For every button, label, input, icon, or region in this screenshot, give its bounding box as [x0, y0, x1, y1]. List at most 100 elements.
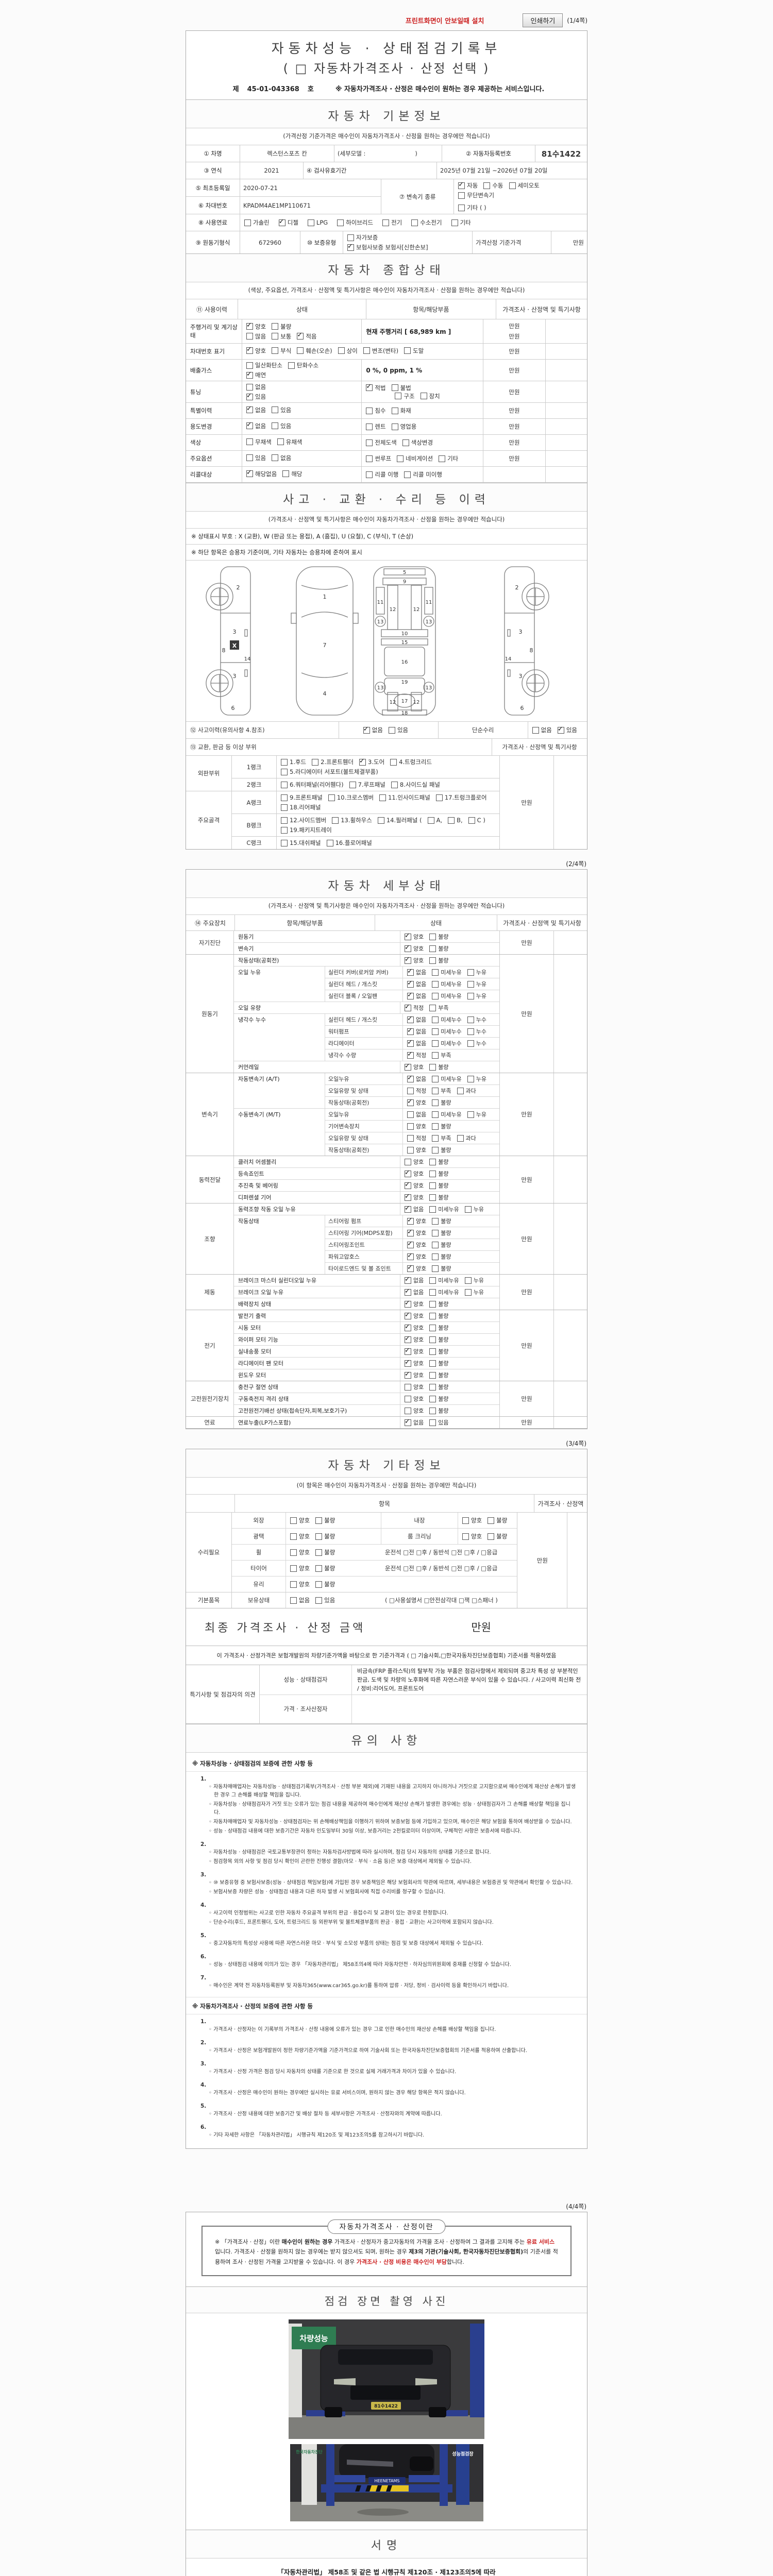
checkbox-option[interactable]: 양호 [405, 1181, 424, 1190]
checkbox-option[interactable]: 불량 [429, 944, 449, 953]
checkbox[interactable] [297, 331, 304, 340]
checkbox-option[interactable]: 양호 [405, 1299, 424, 1308]
checkbox-option[interactable]: 많음 [246, 332, 266, 341]
checkbox-option[interactable]: 누유 [467, 968, 486, 976]
checkbox[interactable] [377, 817, 384, 824]
checkbox-option[interactable]: 불량 [429, 1170, 449, 1178]
checkbox[interactable] [432, 1146, 439, 1154]
checkbox-option[interactable]: 없음 [407, 1039, 426, 1047]
checkbox[interactable] [405, 1383, 411, 1391]
checkbox[interactable] [432, 1123, 439, 1130]
checkbox[interactable] [391, 781, 398, 788]
checkbox-option[interactable]: 누유 [464, 1288, 484, 1296]
checkbox-option[interactable]: 3.도어 [359, 757, 384, 766]
checkbox[interactable] [432, 1052, 439, 1059]
checkbox[interactable] [315, 1581, 323, 1588]
checkbox[interactable] [432, 969, 439, 976]
checkbox[interactable] [391, 407, 398, 414]
checkbox-option[interactable]: 양호 [407, 1240, 426, 1249]
checkbox[interactable] [432, 1075, 439, 1082]
checkbox[interactable] [359, 757, 366, 766]
checkbox-option[interactable]: 없음 [405, 1276, 424, 1284]
checkbox[interactable] [402, 439, 409, 446]
checkbox-option[interactable]: 불량 [315, 1548, 335, 1556]
checkbox-option[interactable]: 불량 [429, 933, 449, 941]
checkbox-option[interactable]: 없음 [407, 1015, 426, 1024]
checkbox[interactable] [429, 1170, 436, 1177]
checkbox[interactable] [405, 1311, 411, 1319]
checkbox-option[interactable]: 9.프론트패널 [281, 793, 323, 802]
checkbox[interactable] [328, 794, 335, 801]
checkbox-option[interactable]: 1.후드 [281, 758, 306, 766]
checkbox[interactable] [315, 1517, 323, 1524]
checkbox[interactable] [407, 1216, 414, 1225]
checkbox-option[interactable]: 구조 [395, 392, 415, 400]
checkbox-option[interactable]: 탄화수소 [288, 361, 318, 369]
checkbox-option[interactable]: 없음 [363, 725, 383, 734]
checkbox[interactable] [407, 1123, 414, 1130]
checkbox-option[interactable]: 10.크로스멤버 [328, 793, 374, 802]
checkbox[interactable] [366, 471, 373, 478]
checkbox-option[interactable]: 없음 [246, 405, 266, 414]
checkbox-option[interactable]: 변조(변타) [363, 347, 398, 355]
checkbox-option[interactable]: 양호 [290, 1564, 310, 1572]
checkbox-option[interactable]: 불량 [429, 1406, 449, 1415]
checkbox-option[interactable]: 불량 [429, 956, 449, 964]
checkbox-option[interactable]: 양호 [405, 956, 424, 964]
checkbox[interactable] [429, 957, 436, 964]
checkbox[interactable] [281, 794, 288, 801]
checkbox-option[interactable]: 누유 [467, 1110, 486, 1118]
checkbox-option[interactable]: 불량 [429, 1158, 449, 1166]
checkbox-option[interactable]: 양호 [405, 1062, 424, 1071]
checkbox-option[interactable]: 적정 [407, 1134, 426, 1142]
checkbox-option[interactable]: 무단변속기 [458, 191, 494, 199]
checkbox[interactable] [407, 1039, 414, 1047]
checkbox-option[interactable]: 훼손(오손) [297, 347, 332, 355]
checkbox-option[interactable]: 양호 [407, 1098, 426, 1107]
checkbox-option[interactable]: 적정 [407, 1050, 426, 1059]
checkbox[interactable] [429, 1300, 436, 1308]
checkbox-option[interactable]: 있음 [272, 406, 291, 414]
checkbox-option[interactable]: 양호 [405, 1359, 424, 1367]
checkbox[interactable] [281, 826, 288, 834]
checkbox[interactable] [427, 817, 434, 824]
checkbox-option[interactable]: 장치 [420, 392, 440, 400]
checkbox[interactable] [405, 1418, 411, 1426]
checkbox-option[interactable]: 미세누유 [429, 1205, 459, 1213]
checkbox[interactable] [467, 1016, 474, 1023]
checkbox-option[interactable]: 양호 [246, 321, 266, 331]
checkbox-option[interactable]: 없음 [407, 1110, 426, 1118]
checkbox-option[interactable]: 누유 [467, 980, 486, 988]
checkbox-option[interactable]: 침수 [366, 406, 386, 415]
checkbox-option[interactable]: 불량 [315, 1532, 335, 1540]
checkbox[interactable] [315, 1565, 323, 1572]
checkbox[interactable] [290, 1597, 297, 1604]
checkbox-option[interactable]: 없음 [407, 968, 426, 976]
checkbox-option[interactable]: 양호 [405, 1158, 424, 1166]
checkbox-option[interactable]: 보험사보증 보험사[신한손보] [347, 243, 428, 251]
checkbox-option[interactable]: 기타 [439, 454, 458, 463]
checkbox-option[interactable]: 썬루프 [366, 454, 391, 463]
checkbox-option[interactable]: 양호 [407, 1228, 426, 1237]
checkbox-option[interactable]: 불량 [272, 323, 291, 331]
checkbox[interactable] [366, 407, 373, 414]
checkbox[interactable] [462, 1533, 469, 1540]
checkbox[interactable] [429, 1395, 436, 1402]
checkbox-option[interactable]: 양호 [246, 346, 266, 355]
checkbox-option[interactable]: 수동 [483, 181, 503, 190]
checkbox-option[interactable]: 수소전기 [411, 218, 442, 227]
checkbox[interactable] [432, 1217, 439, 1225]
checkbox-option[interactable]: 해당 [282, 470, 303, 478]
checkbox[interactable] [407, 1228, 414, 1236]
checkbox[interactable] [391, 384, 398, 391]
checkbox-option[interactable]: 기타 [451, 218, 471, 227]
checkbox[interactable] [429, 1383, 436, 1391]
checkbox[interactable] [272, 422, 279, 429]
checkbox[interactable] [326, 839, 333, 846]
checkbox-option[interactable]: 일산화탄소 [246, 361, 282, 369]
checkbox-option[interactable]: 불량 [432, 1241, 451, 1249]
checkbox-option[interactable]: 불량 [432, 1217, 451, 1225]
checkbox[interactable] [404, 347, 411, 354]
checkbox-option[interactable]: 미세누유 [429, 1276, 459, 1284]
checkbox[interactable] [281, 804, 288, 811]
